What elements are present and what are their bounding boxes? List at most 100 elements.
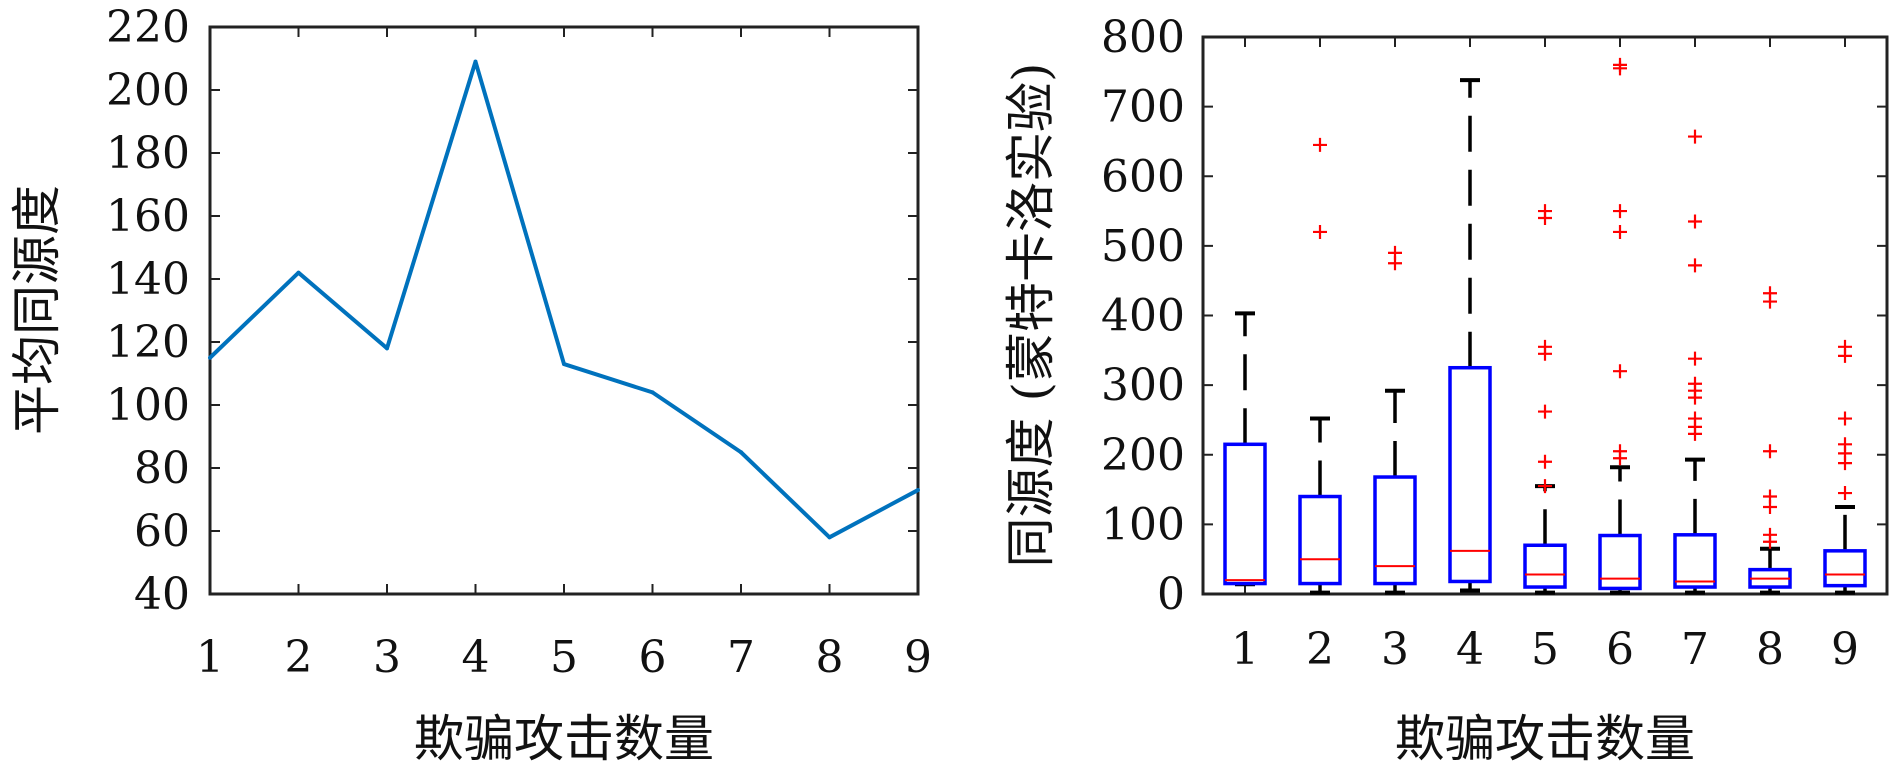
box-chart-y-tick-label: 200: [1101, 430, 1185, 481]
box-4: [1448, 78, 1492, 593]
line-point: [916, 488, 920, 493]
box-chart-y-tick-label: 100: [1101, 499, 1185, 550]
outlier-marker: [1313, 224, 1327, 239]
line-chart-y-tick-label: 120: [106, 317, 190, 368]
outlier-marker: [1538, 479, 1552, 494]
box-chart-marks: [1223, 57, 1867, 595]
line-chart-y-tick-label: 60: [134, 506, 190, 557]
box-chart-x-tick-label: 9: [1831, 624, 1859, 675]
line-chart-y-tick-label: 40: [134, 569, 190, 620]
line-chart-x-tick-label: 8: [816, 632, 844, 683]
line-point: [208, 355, 212, 360]
outlier-marker: [1613, 364, 1627, 379]
line-point: [827, 535, 832, 540]
outlier-marker: [1688, 411, 1702, 426]
box-chart-y-axis-title: 同源度 (蒙特卡洛实验): [1002, 63, 1060, 568]
box-chart-x-tick-label: 5: [1531, 624, 1559, 675]
line-chart-y-tick-label: 100: [106, 380, 190, 431]
line-chart-plot-area: [208, 25, 920, 596]
outlier-marker: [1313, 137, 1327, 152]
line-chart-x-tick-labels: 1 2 3 4 5 6 7 8 9: [196, 632, 932, 683]
line-chart-x-tick-label: 2: [285, 632, 313, 683]
box-chart-y-tick-label: 500: [1101, 221, 1185, 272]
line-chart-y-tick-label: 200: [106, 65, 190, 116]
line-chart-y-tick-labels: 40 60 80 100 120 140 160 180 200 220: [106, 2, 190, 620]
box-7: [1673, 129, 1717, 595]
outlier-marker: [1763, 444, 1777, 459]
outlier-marker: [1763, 286, 1777, 301]
line-point: [650, 390, 655, 395]
box-6: [1598, 57, 1642, 595]
outlier-marker: [1613, 204, 1627, 219]
outlier-marker: [1688, 258, 1702, 273]
outlier-marker: [1688, 129, 1702, 144]
line-chart-x-tick-label: 9: [904, 632, 932, 683]
line-chart-y-tick-label: 140: [106, 254, 190, 305]
outlier-marker: [1538, 454, 1552, 469]
box-chart-x-axis-title: 欺骗攻击数量: [1395, 710, 1695, 768]
outlier-marker: [1763, 527, 1777, 542]
outlier-marker: [1838, 339, 1852, 354]
outlier-marker: [1763, 489, 1777, 504]
outlier-marker: [1838, 411, 1852, 426]
box-chart-x-tick-label: 4: [1456, 624, 1484, 675]
line-chart-x-axis-title: 欺骗攻击数量: [414, 710, 714, 768]
outlier-marker: [1838, 437, 1852, 452]
line-chart-x-tick-label: 7: [727, 632, 755, 683]
line-chart-marks: [208, 59, 920, 540]
line-point: [473, 59, 478, 64]
box-iqr: [1673, 533, 1717, 589]
outlier-marker: [1538, 339, 1552, 354]
box-iqr: [1373, 475, 1417, 586]
box-8: [1748, 286, 1792, 595]
box-3: [1373, 245, 1417, 595]
box-chart-y-tick-label: 400: [1101, 291, 1185, 342]
box-iqr: [1448, 365, 1492, 584]
outlier-marker: [1613, 57, 1627, 72]
box-iqr: [1523, 543, 1567, 589]
box-chart-x-tick-label: 1: [1231, 624, 1259, 675]
outlier-marker: [1388, 245, 1402, 260]
box-iqr: [1598, 533, 1642, 591]
box-chart-x-tick-label: 8: [1756, 624, 1784, 675]
line-chart-ticks: [209, 26, 919, 595]
outlier-marker: [1688, 214, 1702, 229]
box-chart-x-tick-label: 3: [1381, 624, 1409, 675]
line-point: [296, 270, 301, 275]
box-iqr: [1298, 494, 1342, 586]
outlier-marker: [1538, 204, 1552, 219]
outlier-marker: [1613, 444, 1627, 459]
box-chart-y-tick-labels: 0 100 200 300 400 500 600 700 800: [1101, 12, 1185, 620]
box-chart-y-tick-label: 600: [1101, 151, 1185, 202]
box-chart-y-tick-label: 300: [1101, 360, 1185, 411]
line-chart-y-tick-label: 220: [106, 2, 190, 53]
box-chart-x-tick-label: 7: [1681, 624, 1709, 675]
box-iqr: [1823, 549, 1867, 588]
box-chart-y-tick-label: 0: [1157, 569, 1185, 620]
line-chart-x-tick-label: 5: [550, 632, 578, 683]
line-chart-x-tick-label: 3: [373, 632, 401, 683]
box-2: [1298, 137, 1342, 595]
box-9: [1823, 339, 1867, 595]
line-chart-x-tick-label: 6: [639, 632, 667, 683]
box-chart-x-tick-label: 6: [1606, 624, 1634, 675]
line-chart-y-tick-label: 80: [134, 443, 190, 494]
box-chart-y-tick-label: 800: [1101, 12, 1185, 63]
outlier-marker: [1838, 486, 1852, 501]
box-1: [1223, 311, 1267, 587]
line-chart-y-axis-title: 平均同源度: [8, 185, 66, 435]
line-chart-panel: 1 2 3 4 5 6 7 8 9 40 60 80 100 120 140 160 180 200 220 欺骗…: [8, 2, 932, 768]
box-chart-y-tick-label: 700: [1101, 82, 1185, 133]
line-chart-y-tick-label: 180: [106, 128, 190, 179]
outlier-marker: [1613, 224, 1627, 239]
outlier-marker: [1688, 376, 1702, 391]
outlier-marker: [1538, 404, 1552, 419]
line-point: [385, 346, 389, 351]
outlier-marker: [1688, 351, 1702, 366]
box-5: [1523, 204, 1567, 595]
line-chart-y-tick-label: 160: [106, 191, 190, 242]
line-point: [739, 450, 743, 455]
